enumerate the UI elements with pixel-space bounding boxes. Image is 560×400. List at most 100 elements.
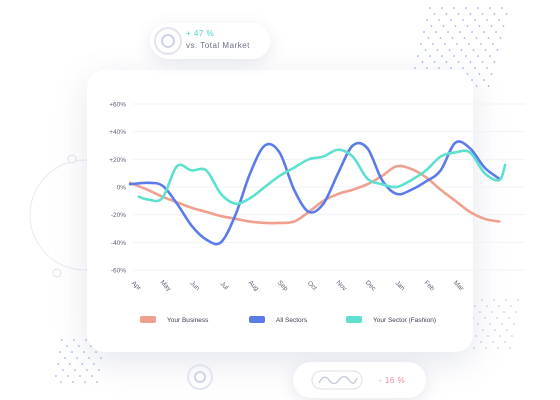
change-badge: - 16 % [293, 362, 426, 398]
x-tick-label: Aug [247, 279, 260, 292]
decor-dot [459, 31, 461, 33]
decor-dot [499, 37, 502, 39]
x-tick-label: May [159, 279, 173, 293]
decor-dot [469, 13, 472, 15]
decor-dot [72, 381, 74, 383]
decor-dot [444, 43, 446, 45]
decor-dot [457, 13, 460, 15]
decor-dot [485, 347, 487, 349]
decor-dot [465, 7, 467, 9]
decor-dot [501, 323, 503, 325]
decor-node-top [67, 154, 77, 164]
decor-dot [74, 369, 76, 371]
decor-dot [88, 357, 90, 359]
decor-dot [81, 363, 83, 365]
decor-dot [481, 61, 484, 63]
decor-dot [479, 311, 481, 313]
decor-dot [496, 317, 498, 319]
decor-dot [483, 79, 485, 81]
y-tick-label: +60% [109, 102, 126, 109]
x-tick-label: Oct [306, 280, 318, 292]
y-tick-label: 0% [117, 185, 127, 192]
decor-dot [95, 351, 97, 353]
decor-dot [477, 323, 479, 325]
decor-dot [503, 311, 505, 313]
market-change-value: + 47 % [186, 29, 215, 38]
decor-dot [493, 299, 495, 301]
decor-dot [477, 7, 479, 9]
decor-dot [59, 351, 61, 353]
x-tick-label: Nov [335, 279, 349, 293]
decor-dot [478, 25, 481, 27]
x-tick-label: Jan [394, 280, 407, 293]
decor-dot [491, 311, 493, 313]
decor-dot [490, 25, 493, 27]
decor-dot [439, 37, 442, 39]
decor-dot [495, 31, 497, 33]
decor-dot [98, 369, 100, 371]
decor-dot [73, 339, 75, 341]
decor-dot [450, 67, 452, 69]
decor-dot [504, 341, 506, 343]
y-tick-label: +20% [109, 157, 126, 164]
decor-dot [91, 375, 93, 377]
decor-dot [427, 37, 430, 39]
decor-dot [78, 345, 80, 347]
decor-dot [96, 381, 98, 383]
x-tick-label: Feb [423, 280, 436, 293]
decor-dot [489, 7, 491, 9]
decor-dot [486, 305, 488, 307]
decor-dot [487, 85, 490, 87]
target-ring-icon [187, 364, 213, 390]
decor-dot [429, 55, 431, 57]
decor-dot [484, 317, 486, 319]
decor-dot [67, 375, 69, 377]
x-tick-label: Sep [276, 279, 289, 292]
decor-dot [445, 13, 448, 15]
decor-dot [481, 299, 483, 301]
y-tick-label: +40% [109, 129, 126, 136]
decor-dot [478, 73, 481, 75]
decor-dot [441, 7, 443, 9]
decor-dot [481, 13, 484, 15]
decor-dot [451, 37, 454, 39]
decor-dot [505, 13, 508, 15]
decor-dot [417, 55, 419, 57]
decor-dot [510, 305, 512, 307]
decor-dot [493, 61, 496, 63]
decor-dot [475, 335, 477, 337]
series-line-1 [128, 140, 501, 246]
decor-dot [448, 49, 451, 51]
decor-dot [480, 43, 482, 45]
decor-dot [501, 7, 503, 9]
decor-dot [441, 55, 443, 57]
decor-dot [430, 25, 433, 27]
legend-label: Your Business [167, 317, 209, 324]
decor-dot [489, 55, 491, 57]
decor-dot [465, 55, 467, 57]
decor-dot [426, 67, 428, 69]
decor-dot [423, 31, 425, 33]
decor-dot [477, 55, 479, 57]
decor-dot [513, 323, 515, 325]
decor-dot [484, 49, 487, 51]
decor-dot [69, 363, 71, 365]
decor-dot [480, 341, 482, 343]
chart-grid [133, 103, 525, 271]
decor-dot [474, 67, 476, 69]
decor-dot [460, 49, 463, 51]
decor-dot [490, 73, 493, 75]
decor-dot [473, 347, 475, 349]
decor-dot [66, 345, 68, 347]
decor-dot [499, 335, 501, 337]
decor-dot [433, 13, 436, 15]
market-change-label: vs. Total Market [186, 41, 250, 50]
decor-dot [93, 363, 95, 365]
decor-dot [60, 381, 62, 383]
decor-dot [456, 43, 458, 45]
x-tick-label: Jul [219, 281, 230, 292]
x-tick-label: Dec [364, 279, 378, 293]
chart-series [128, 140, 507, 246]
x-tick-label: Apr [130, 280, 143, 293]
decor-dot [466, 25, 469, 27]
